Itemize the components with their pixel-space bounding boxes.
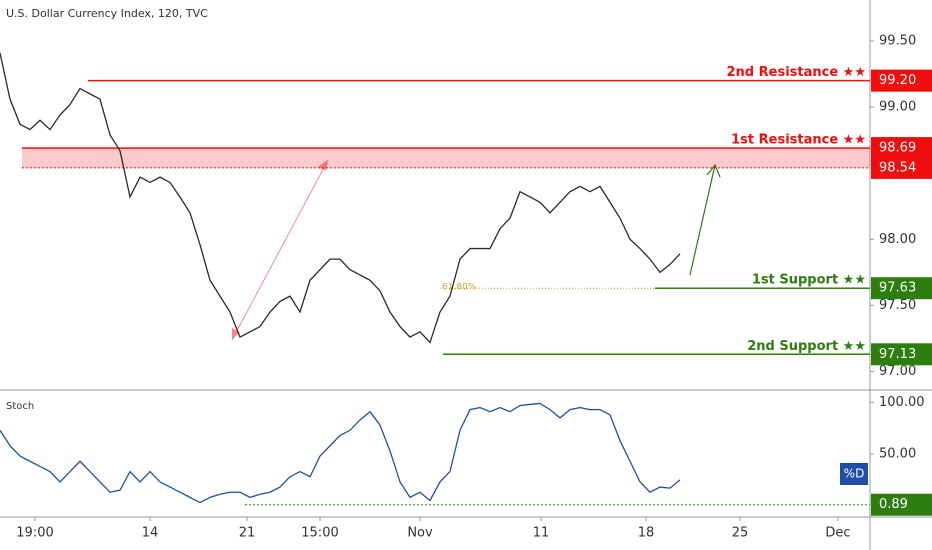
y-tick-label: 97.00	[879, 364, 916, 379]
legend-label: %D	[844, 467, 865, 481]
x-tick-label: 11	[533, 526, 550, 541]
price-label-box	[871, 277, 932, 300]
y-tick-label: 98.00	[879, 232, 916, 247]
y-tick-label: 99.00	[879, 100, 916, 115]
x-tick-label: 21	[239, 526, 256, 541]
price-label-box	[871, 156, 932, 179]
fib-label: 61.80%	[442, 283, 477, 293]
x-tick-label: 18	[638, 526, 655, 541]
price-line	[0, 402, 681, 504]
x-tick-label: Nov	[407, 526, 433, 541]
price-label: 97.13	[879, 347, 916, 362]
price-label-box	[871, 343, 932, 366]
price-label: 0.89	[879, 497, 908, 512]
price-label-box	[871, 493, 932, 516]
indicator-title: Stoch	[6, 401, 34, 412]
y-tick-label: 99.50	[879, 33, 916, 48]
x-tick-label: 25	[732, 526, 749, 541]
x-tick-label: 19:00	[16, 526, 53, 541]
level-name: 1st Support ★★	[752, 273, 866, 288]
level-name: 1st Resistance ★★	[731, 133, 866, 148]
level-name: 2nd Support ★★	[747, 339, 866, 354]
projection-arrow	[231, 159, 329, 341]
price-label: 98.54	[879, 160, 916, 175]
projection-arrow	[689, 164, 716, 276]
x-tick-label: 15:00	[301, 526, 338, 541]
price-label-box	[871, 137, 932, 160]
chart-title: U.S. Dollar Currency Index, 120, TVC	[6, 7, 208, 20]
price-line	[0, 52, 681, 344]
resistance-zone	[22, 148, 870, 168]
legend-box	[840, 463, 868, 485]
price-label: 98.69	[879, 141, 916, 156]
y-tick-label: 97.50	[879, 298, 916, 313]
y-tick-label: 100.00	[879, 395, 925, 410]
price-label: 99.20	[879, 73, 916, 88]
arrow-head	[706, 163, 721, 178]
level-name: 2nd Resistance ★★	[727, 65, 867, 80]
price-label-box	[871, 69, 932, 92]
arrow-head	[318, 160, 328, 171]
x-tick-label: 14	[142, 526, 159, 541]
price-label: 97.63	[879, 281, 916, 296]
x-tick-label: Dec	[825, 526, 850, 541]
y-tick-label: 50.00	[879, 447, 916, 462]
